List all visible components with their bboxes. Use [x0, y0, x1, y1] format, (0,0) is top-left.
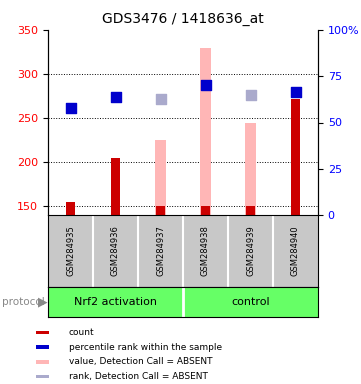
Text: protocol: protocol	[2, 297, 45, 307]
Text: GSM284937: GSM284937	[156, 225, 165, 276]
Bar	[245, 123, 256, 215]
Text: percentile rank within the sample: percentile rank within the sample	[69, 343, 222, 352]
Point	[293, 89, 299, 95]
Title: GDS3476 / 1418636_at: GDS3476 / 1418636_at	[102, 12, 264, 26]
Text: value, Detection Call = ABSENT: value, Detection Call = ABSENT	[69, 358, 212, 366]
Text: GSM284935: GSM284935	[66, 226, 75, 276]
Text: GSM284936: GSM284936	[111, 225, 120, 276]
Text: control: control	[231, 297, 270, 307]
Bar	[201, 206, 210, 215]
Text: count: count	[69, 328, 94, 337]
Text: Nrf2 activation: Nrf2 activation	[74, 297, 157, 307]
Point	[203, 81, 208, 88]
Bar	[36, 331, 49, 334]
Point	[158, 96, 164, 102]
Bar	[245, 206, 256, 215]
Text: GSM284939: GSM284939	[246, 226, 255, 276]
Point	[68, 104, 73, 111]
Text: GSM284940: GSM284940	[291, 226, 300, 276]
Bar	[291, 99, 300, 215]
Point	[113, 94, 118, 100]
Text: rank, Detection Call = ABSENT: rank, Detection Call = ABSENT	[69, 372, 208, 381]
Bar	[200, 48, 211, 215]
Bar	[155, 140, 166, 215]
Point	[248, 92, 253, 98]
Bar	[36, 360, 49, 364]
Bar	[156, 206, 165, 215]
Text: ▶: ▶	[38, 296, 48, 308]
Bar	[66, 202, 75, 215]
Text: GSM284938: GSM284938	[201, 225, 210, 276]
Bar	[110, 158, 121, 215]
Bar	[36, 345, 49, 349]
Bar	[36, 375, 49, 378]
